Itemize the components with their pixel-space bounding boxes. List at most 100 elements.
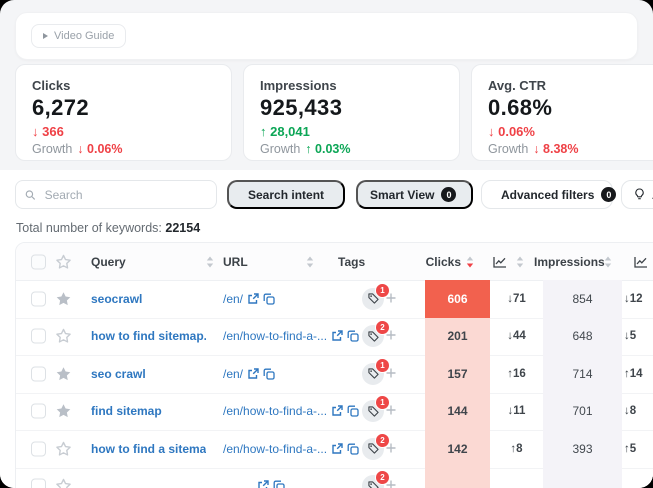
clicks-delta: ↓71 [507, 292, 526, 305]
query-link[interactable]: find sitemap [91, 404, 162, 419]
sort-icon-url[interactable] [306, 256, 314, 268]
copy-icon[interactable] [263, 293, 275, 305]
copy-icon[interactable] [263, 368, 275, 380]
star-icon-filled[interactable] [55, 365, 72, 382]
tags-button[interactable]: 2 [362, 470, 390, 488]
clicks-trend-chart-icon[interactable] [493, 256, 507, 268]
tag-count-badge: 2 [375, 432, 390, 448]
row-checkbox[interactable] [31, 328, 46, 344]
tags-button[interactable]: 1 [362, 282, 390, 310]
star-column-icon[interactable] [55, 253, 72, 270]
url-link[interactable]: /en/ [223, 366, 244, 381]
tag-icon [367, 331, 379, 342]
table-row: how to find sitemap... /en/how-to-find-a… [16, 317, 653, 356]
row-checkbox[interactable] [31, 478, 46, 488]
select-all-checkbox[interactable] [31, 254, 46, 269]
star-icon-outline[interactable] [55, 328, 72, 345]
video-guide-label: Video Guide [54, 30, 115, 42]
col-header-query[interactable]: Query [91, 254, 126, 269]
copy-icon[interactable] [273, 480, 285, 488]
growth-value: ↓ 0.06% [77, 142, 123, 156]
clicks-value [425, 468, 490, 488]
url-link[interactable]: /en/how-to-find-a-... [223, 404, 328, 419]
advanced-filters-button[interactable]: Advanced filters 0 [481, 180, 617, 209]
table-row: seo crawl /en/ 1 157 ↑16 714 ↑14 [16, 355, 653, 394]
sort-icon-clicks-active-desc[interactable] [466, 256, 474, 268]
advanced-filters-label: Advanced filters [501, 187, 595, 202]
stat-value: 0.68% [488, 95, 553, 120]
extra-filter-button[interactable]: A [621, 180, 653, 209]
search-input[interactable] [42, 186, 207, 203]
clicks-value: 144 [447, 404, 468, 419]
external-link-icon[interactable] [257, 480, 269, 488]
impressions-cell-bg [543, 430, 622, 468]
impressions-trend-chart-icon[interactable] [634, 256, 648, 268]
search-field [15, 180, 217, 209]
sort-icon-impressions[interactable] [604, 256, 612, 268]
col-header-tags[interactable]: Tags [338, 254, 366, 269]
search-intent-button[interactable]: Search intent [227, 180, 345, 209]
copy-icon[interactable] [347, 443, 359, 455]
external-link-icon[interactable] [247, 368, 259, 380]
play-icon [43, 33, 48, 39]
tag-count-badge: 2 [375, 470, 390, 486]
tag-icon [367, 368, 379, 379]
smart-view-button[interactable]: Smart View 0 [356, 180, 473, 209]
url-link[interactable]: /en/ [223, 291, 244, 306]
copy-icon[interactable] [347, 330, 359, 342]
tags-button[interactable]: 2 [362, 432, 390, 460]
row-checkbox[interactable] [31, 403, 46, 419]
query-link[interactable]: seo crawl [91, 366, 146, 381]
add-tag-button[interactable] [385, 367, 399, 381]
star-icon-outline[interactable] [55, 478, 72, 488]
impressions-cell-bg [543, 317, 622, 355]
stat-growth: Growth ↓ 0.06% [32, 142, 215, 156]
query-link[interactable]: seocrawl [91, 291, 143, 306]
sort-icon-clicks-trend[interactable] [516, 256, 524, 268]
keywords-count: 22154 [165, 221, 201, 235]
tags-button[interactable]: 1 [362, 395, 390, 423]
url-link[interactable]: /en/how-to-find-a-... [223, 441, 328, 456]
add-tag-button[interactable] [385, 404, 399, 418]
stat-card-avg-ctr: Avg. CTR 0.68% ↓ 0.06% Growth ↓ 8.38% [471, 64, 653, 161]
external-link-icon[interactable] [331, 330, 343, 342]
stat-value: 6,272 [32, 95, 90, 120]
external-link-icon[interactable] [331, 443, 343, 455]
url-cell: /en/how-to-find-a-... [223, 318, 359, 356]
search-icon [25, 189, 36, 200]
col-header-clicks[interactable]: Clicks [425, 254, 461, 269]
star-icon-outline[interactable] [55, 440, 72, 457]
star-icon-filled[interactable] [55, 290, 72, 307]
query-link[interactable]: how to find sitemap... [91, 329, 206, 344]
tags-button[interactable]: 1 [362, 357, 390, 385]
stat-label: Impressions [260, 78, 337, 93]
impressions-cell-bg [543, 355, 622, 393]
impressions-delta [624, 468, 653, 488]
video-guide-button[interactable]: Video Guide [31, 24, 127, 48]
col-header-impressions[interactable]: Impressions [534, 254, 605, 269]
row-checkbox[interactable] [31, 441, 46, 457]
growth-label: Growth [260, 142, 301, 156]
keywords-summary-label: Total number of keywords: [16, 221, 162, 235]
star-icon-filled[interactable] [55, 403, 72, 420]
row-checkbox[interactable] [31, 291, 46, 307]
impressions-value [543, 468, 622, 488]
sort-icon-query[interactable] [206, 256, 214, 268]
external-link-icon[interactable] [331, 405, 343, 417]
add-tag-button[interactable] [385, 329, 399, 343]
tags-button[interactable]: 2 [362, 320, 390, 348]
impressions-delta: ↑5 [624, 442, 637, 455]
impressions-value: 701 [572, 404, 593, 419]
add-tag-button[interactable] [385, 442, 399, 456]
add-tag-button[interactable] [385, 292, 399, 306]
copy-icon[interactable] [347, 405, 359, 417]
row-checkbox[interactable] [31, 366, 46, 382]
col-header-url[interactable]: URL [223, 254, 248, 269]
tag-count-badge: 1 [375, 357, 390, 373]
url-link[interactable]: /en/how-to-find-a-... [223, 329, 328, 344]
url-cell [223, 468, 285, 488]
query-link[interactable]: how to find a sitemap [91, 441, 206, 456]
add-tag-button[interactable] [385, 479, 399, 488]
external-link-icon[interactable] [247, 293, 259, 305]
impressions-value: 714 [572, 366, 593, 381]
